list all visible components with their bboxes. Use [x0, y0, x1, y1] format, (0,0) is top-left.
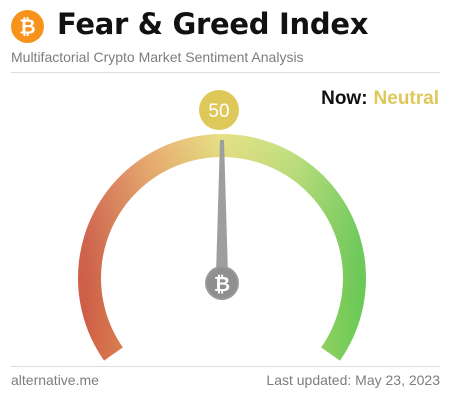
page-subtitle: Multifactorial Crypto Market Sentiment A…	[11, 49, 304, 65]
last-updated: Last updated: May 23, 2023	[266, 372, 440, 388]
svg-text:₿: ₿	[19, 15, 35, 39]
gauge-needle	[216, 140, 228, 274]
footer-divider	[11, 366, 440, 367]
page-title: Fear & Greed Index	[57, 7, 369, 41]
now-label: Now:	[321, 88, 368, 109]
header-divider	[11, 72, 440, 73]
source-link[interactable]: alternative.me	[11, 372, 99, 388]
value-badge: 50	[199, 90, 239, 130]
bitcoin-icon: ₿	[214, 272, 230, 296]
classification-value: Neutral	[373, 88, 439, 109]
current-status: Now: Neutral	[321, 88, 439, 110]
gauge-arc-shade	[78, 134, 366, 361]
bitcoin-icon: ₿	[11, 10, 44, 43]
gauge-hub: ₿	[205, 266, 239, 300]
header: ₿ Fear & Greed Index	[11, 7, 441, 44]
value-badge-text: 50	[208, 101, 229, 122]
